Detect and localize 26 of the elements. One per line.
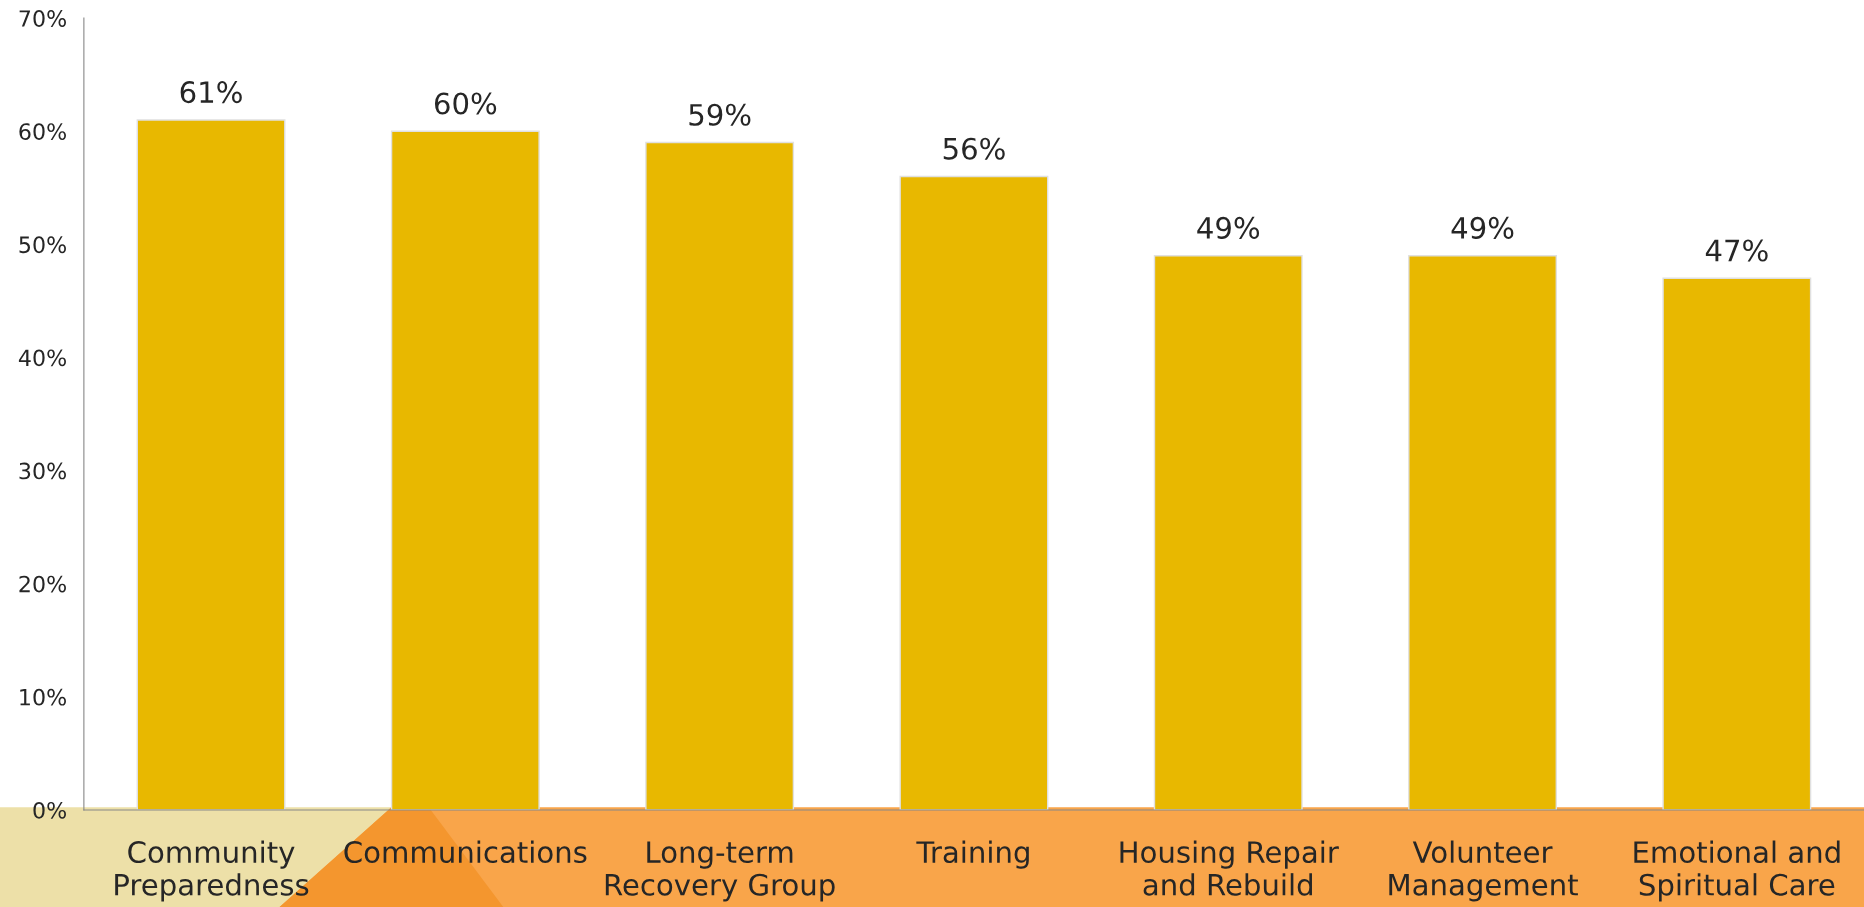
bar bbox=[1662, 277, 1812, 810]
y-tick-label: 20% bbox=[19, 575, 66, 593]
y-tick-label: 50% bbox=[19, 236, 66, 254]
bar bbox=[899, 175, 1049, 810]
x-tick-label: Emotional and Spiritual Care bbox=[1634, 840, 1840, 902]
bar bbox=[645, 141, 795, 810]
data-label: 60% bbox=[434, 92, 497, 115]
y-tick-label: 0% bbox=[33, 801, 66, 819]
x-tick-label: Housing Repair and Rebuild bbox=[1120, 840, 1339, 896]
y-tick-label: 30% bbox=[19, 462, 66, 480]
x-tick-label: Training bbox=[916, 840, 1029, 869]
data-label: 59% bbox=[689, 103, 751, 126]
x-tick-label: Volunteer Management bbox=[1389, 840, 1578, 902]
y-tick-label: 70% bbox=[19, 10, 66, 27]
x-tick-label: Communications bbox=[344, 840, 587, 864]
data-label: 61% bbox=[180, 81, 242, 104]
y-tick-label: 60% bbox=[19, 123, 66, 141]
data-label: 49% bbox=[1451, 216, 1514, 239]
x-tick-label: Long-term Recovery Group bbox=[605, 841, 835, 902]
bar bbox=[1153, 254, 1303, 810]
data-label: 49% bbox=[1197, 216, 1260, 239]
data-label: 47% bbox=[1705, 239, 1768, 262]
bar bbox=[1408, 254, 1557, 810]
data-label: 56% bbox=[943, 137, 1005, 160]
y-tick-label: 40% bbox=[18, 349, 66, 367]
y-tick-label: 10% bbox=[20, 688, 66, 706]
